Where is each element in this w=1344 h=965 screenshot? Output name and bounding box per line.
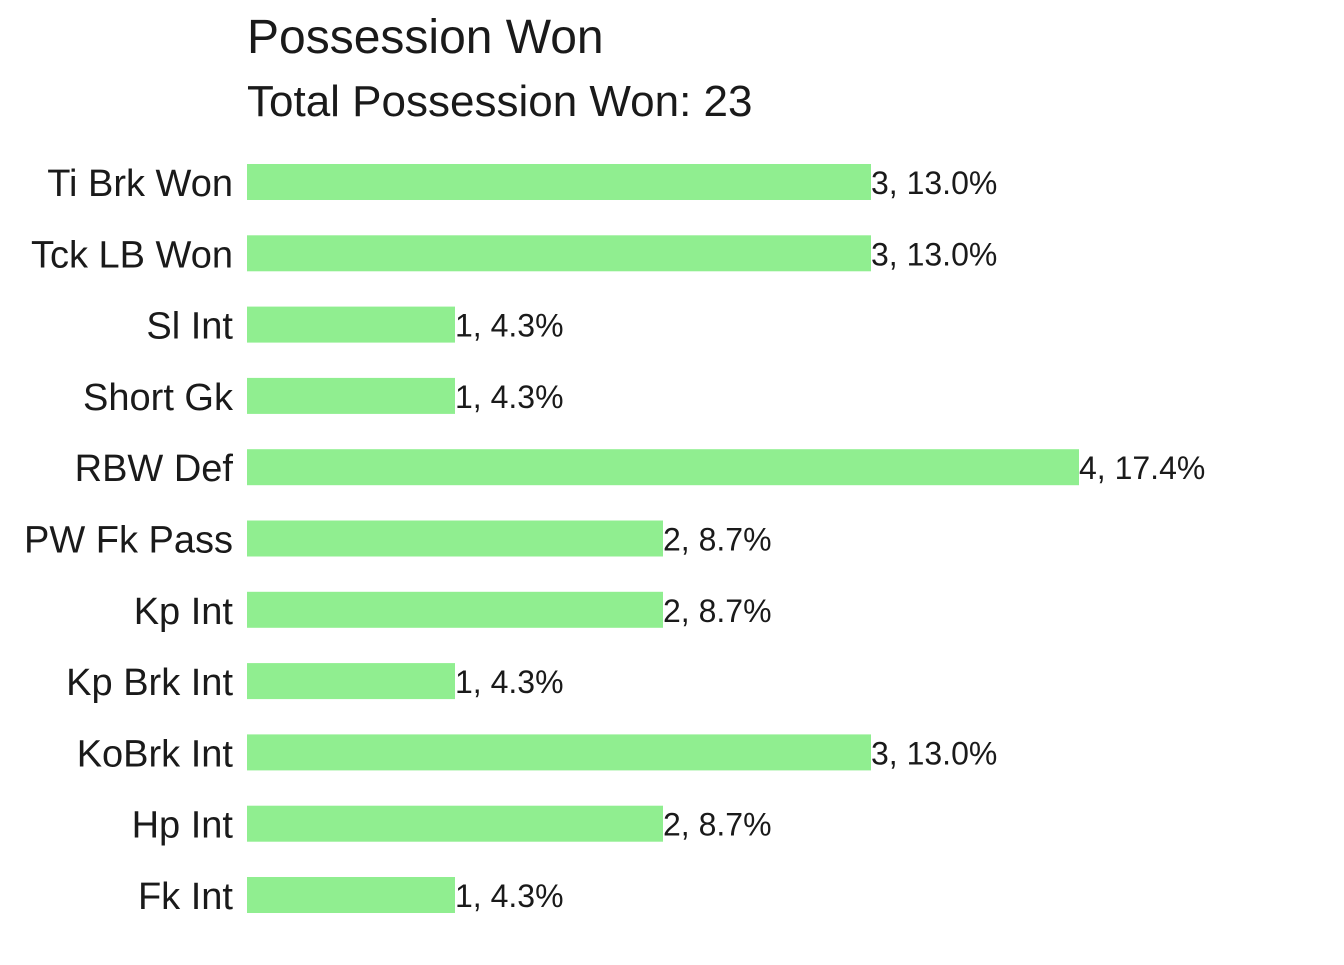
bar-sl-int bbox=[247, 306, 455, 343]
category-labels-group: Ti Brk Won Tck LB Won Sl Int Short Gk RBW De… bbox=[24, 163, 234, 918]
category-label: Hp Int bbox=[132, 805, 234, 847]
category-label: Fk Int bbox=[138, 876, 233, 918]
data-label: 1, 4.3% bbox=[455, 379, 564, 415]
data-label: 1, 4.3% bbox=[455, 878, 564, 914]
bar-ti-brk-won bbox=[247, 164, 871, 200]
data-label: 3, 13.0% bbox=[871, 236, 997, 272]
data-label: 1, 4.3% bbox=[455, 664, 564, 700]
chart-title: Possession Won bbox=[247, 11, 604, 64]
data-label: 3, 13.0% bbox=[871, 735, 997, 771]
bar-kp-int bbox=[247, 591, 663, 628]
category-label: Sl Int bbox=[146, 306, 233, 348]
bar-kp-brk-int bbox=[247, 663, 455, 700]
category-label: Tck LB Won bbox=[31, 234, 233, 276]
data-labels-group: 3, 13.0% 3, 13.0% 1, 4.3% 1, 4.3% 4, 17.4% 2,… bbox=[455, 165, 1205, 914]
data-label: 2, 8.7% bbox=[663, 593, 772, 629]
bar-short-gk bbox=[247, 377, 455, 414]
category-label: Short Gk bbox=[83, 377, 234, 419]
data-label: 1, 4.3% bbox=[455, 308, 564, 344]
data-label: 2, 8.7% bbox=[663, 807, 772, 843]
category-label: Ti Brk Won bbox=[47, 163, 233, 205]
data-label: 2, 8.7% bbox=[663, 522, 772, 558]
bar-tck-lb-won bbox=[247, 235, 871, 272]
bar-fk-int bbox=[247, 877, 455, 913]
bar-rbw-def bbox=[247, 449, 1079, 486]
category-label: PW Fk Pass bbox=[24, 520, 233, 562]
data-label: 4, 17.4% bbox=[1079, 450, 1205, 486]
category-label: Kp Int bbox=[134, 591, 234, 633]
category-label: Kp Brk Int bbox=[66, 662, 233, 704]
data-label: 3, 13.0% bbox=[871, 165, 997, 201]
bar-kobrk-int bbox=[247, 734, 871, 771]
bar-hp-int bbox=[247, 805, 663, 842]
bar-pw-fk-pass bbox=[247, 520, 663, 557]
category-label: RBW Def bbox=[75, 448, 234, 490]
bars-group bbox=[247, 164, 1079, 913]
category-label: KoBrk Int bbox=[77, 733, 234, 775]
chart-subtitle: Total Possession Won: 23 bbox=[247, 77, 752, 126]
